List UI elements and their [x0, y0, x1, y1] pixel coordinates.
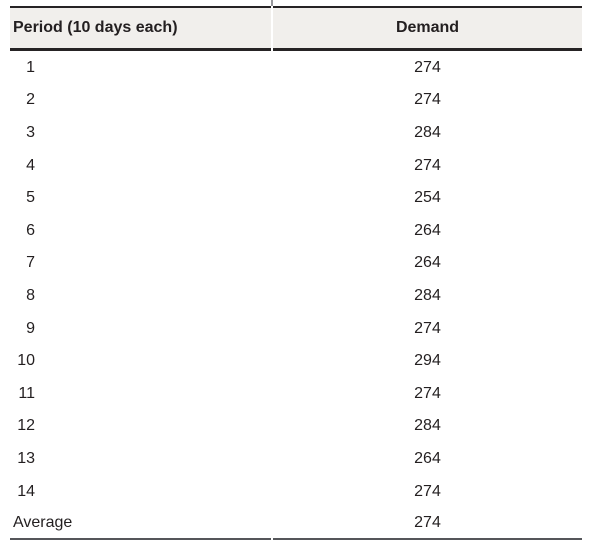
- period-value: 11: [18, 384, 35, 402]
- demand-value: 264: [414, 254, 441, 272]
- demand-value: 284: [414, 123, 441, 141]
- table-row: Average 274: [10, 507, 582, 540]
- period-cell: 6: [10, 213, 271, 247]
- period-value: 13: [17, 449, 35, 467]
- demand-cell: 264: [273, 213, 582, 247]
- table-row: 10 294: [10, 344, 582, 377]
- table-row: 1 274: [10, 51, 582, 84]
- table-row: 6 264: [10, 213, 582, 247]
- period-value: 4: [26, 156, 35, 174]
- period-value: 2: [26, 91, 35, 109]
- table-row: 14 274: [10, 474, 582, 508]
- demand-value: 274: [414, 384, 441, 402]
- period-value: Average: [13, 514, 73, 532]
- demand-cell: 274: [273, 51, 582, 84]
- demand-value: 264: [414, 221, 441, 239]
- demand-value: 274: [414, 58, 441, 76]
- table-row: 11 274: [10, 376, 582, 410]
- demand-value: 274: [414, 514, 441, 532]
- demand-value: 274: [414, 91, 441, 109]
- demand-value: 274: [414, 482, 441, 500]
- demand-cell: 284: [273, 409, 582, 443]
- table-row: 9 274: [10, 311, 582, 345]
- demand-cell: 274: [273, 148, 582, 182]
- table-row: 13 264: [10, 442, 582, 475]
- demand-value: 294: [414, 352, 441, 370]
- period-value: 3: [26, 123, 35, 141]
- period-value: 9: [26, 319, 35, 337]
- table-header: Period (10 days each) Demand: [10, 6, 582, 51]
- period-cell: Average: [10, 507, 271, 540]
- column-divider-tick: [271, 0, 273, 6]
- demand-value: 274: [414, 156, 441, 174]
- demand-cell: 264: [273, 442, 582, 475]
- period-cell: 2: [10, 83, 271, 117]
- table-row: 5 254: [10, 181, 582, 214]
- demand-value: 274: [414, 319, 441, 337]
- table-row: 12 284: [10, 409, 582, 443]
- period-value: 12: [17, 417, 35, 435]
- demand-value: 254: [414, 189, 441, 207]
- period-value: 5: [26, 189, 35, 207]
- demand-cell: 264: [273, 246, 582, 280]
- period-cell: 11: [10, 376, 271, 410]
- period-cell: 10: [10, 344, 271, 377]
- demand-column-header: Demand: [273, 6, 582, 51]
- period-cell: 5: [10, 181, 271, 214]
- table-row: 2 274: [10, 83, 582, 117]
- period-cell: 14: [10, 474, 271, 508]
- period-value: 6: [26, 221, 35, 239]
- period-cell: 7: [10, 246, 271, 280]
- period-cell: 12: [10, 409, 271, 443]
- period-cell: 8: [10, 279, 271, 312]
- table-row: 4 274: [10, 148, 582, 182]
- demand-table: Period (10 days each) Demand 1 274 2 274: [8, 6, 584, 540]
- demand-cell: 274: [273, 474, 582, 508]
- table-row: 7 264: [10, 246, 582, 280]
- period-cell: 1: [10, 51, 271, 84]
- period-cell: 9: [10, 311, 271, 345]
- period-cell: 4: [10, 148, 271, 182]
- demand-cell: 284: [273, 279, 582, 312]
- header-row: Period (10 days each) Demand: [10, 6, 582, 51]
- demand-cell: 274: [273, 311, 582, 345]
- demand-cell: 274: [273, 83, 582, 117]
- demand-value: 284: [414, 417, 441, 435]
- period-cell: 3: [10, 116, 271, 149]
- period-column-header: Period (10 days each): [10, 6, 271, 51]
- demand-cell: 294: [273, 344, 582, 377]
- demand-value: 284: [414, 286, 441, 304]
- period-cell: 13: [10, 442, 271, 475]
- demand-cell: 274: [273, 507, 582, 540]
- table-row: 8 284: [10, 279, 582, 312]
- period-value: 8: [26, 286, 35, 304]
- demand-cell: 274: [273, 376, 582, 410]
- demand-cell: 284: [273, 116, 582, 149]
- table-body: 1 274 2 274 3 284 4: [10, 51, 582, 540]
- table-row: 3 284: [10, 116, 582, 149]
- period-value: 14: [17, 482, 35, 500]
- demand-value: 264: [414, 449, 441, 467]
- period-value: 10: [17, 352, 35, 370]
- period-value: 1: [26, 58, 35, 76]
- period-value: 7: [26, 254, 35, 272]
- demand-cell: 254: [273, 181, 582, 214]
